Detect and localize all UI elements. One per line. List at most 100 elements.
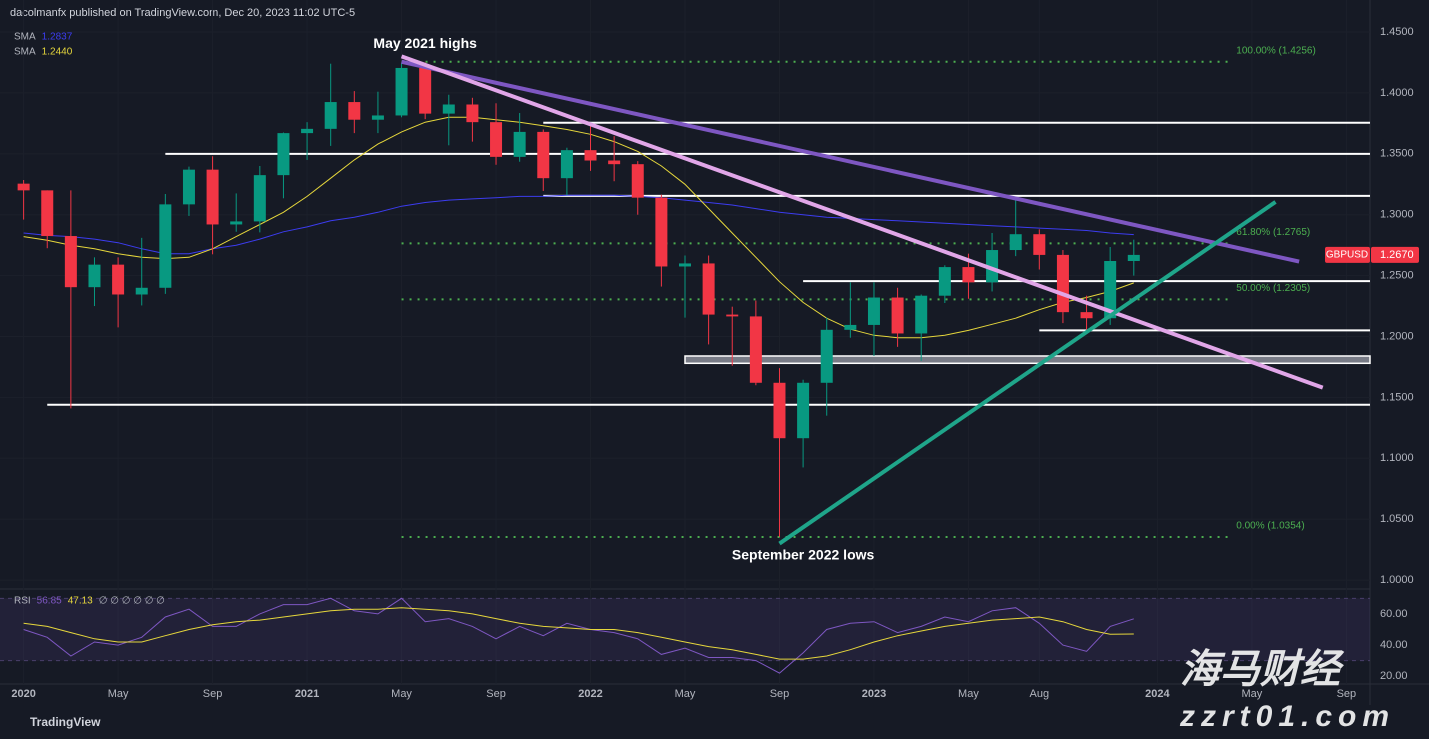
rsi-tick-label: 20.00 [1380,670,1408,682]
watermark-site: zzrt01.com [1179,700,1395,733]
x-tick-label: May [675,688,696,700]
candle-body [395,67,408,116]
candle-body [608,160,621,165]
candle-body [112,264,125,295]
candle-body [537,131,550,179]
candle-body [466,104,479,123]
x-tick-label: 2022 [578,688,602,700]
candle-body [1127,254,1140,261]
legend-value: 1.2837 [42,32,73,43]
legend-name: SMA [14,47,36,58]
rsi-band [0,598,1370,661]
legend-name: SMA [14,32,36,43]
y-tick-label: 1.0000 [1380,574,1414,586]
sma-line [23,194,1134,255]
candle-body [253,175,266,222]
x-tick-label: 2023 [862,688,886,700]
candle-body [1056,254,1069,313]
candle-body [490,122,503,157]
candle-body [182,169,195,205]
candle-body [584,150,597,161]
candle-body [513,131,526,157]
trendline [400,54,1324,390]
legend-value: 1.2440 [42,47,73,58]
candle-body [301,128,314,134]
candle-body [1104,260,1117,319]
candle-body [159,204,172,288]
candle-body [655,197,668,267]
candle-body [88,264,101,288]
rsi-tick-label: 60.00 [1380,608,1408,620]
candle-body [371,115,384,120]
candle-body [277,133,290,176]
candle-body [419,67,432,114]
header: dacolmanfx published on TradingView.com,… [10,7,355,19]
x-tick-label: May [108,688,129,700]
candle-body [64,236,77,288]
candle-body [17,183,30,191]
x-tick-label: Aug [1030,688,1050,700]
candle-body [631,164,644,198]
candle-body [844,324,857,330]
candle-body [915,295,928,334]
x-tick-label: May [958,688,979,700]
candle-body [324,102,337,129]
footer: TradingView [30,715,101,729]
rsi-legend-name: RSI [14,596,31,607]
annotation: September 2022 lows [732,546,875,562]
candle-body [560,150,573,179]
price-label: 1.2670 [1380,249,1414,261]
y-tick-label: 1.4000 [1380,87,1414,99]
plot: 1.4500 1.4000 1.3500 1.3000 1.2500 1.2000 1.15… [0,25,1419,700]
candle-body [749,316,762,383]
y-tick-label: 1.1000 [1380,452,1414,464]
rsi-tick-label: 40.00 [1380,639,1408,651]
x-tick-label: 2020 [11,688,35,700]
fib-label: 0.00% (1.0354) [1236,521,1304,532]
candle-body [1009,234,1022,251]
price-badge [1371,246,1419,263]
x-tick-label: Sep [1337,688,1357,700]
y-tick-label: 1.3000 [1380,209,1414,221]
fib-label: 50.00% (1.2305) [1236,283,1310,294]
candle-body [1080,312,1093,319]
candle-body [938,267,951,296]
candle-body [773,382,786,439]
candle-body [442,104,455,114]
rsi-line [23,597,1134,674]
rsi-ma-legend-value: 47.13 [68,596,93,607]
candle-body [1033,234,1046,255]
candle-body [230,221,243,225]
candle-body [206,169,219,225]
x-tick-label: May [1242,688,1263,700]
candle-body [726,314,739,317]
y-tick-label: 1.3500 [1380,148,1414,160]
candle-body [820,329,833,383]
rsi-ma-line [23,607,1134,660]
y-tick-label: 1.4500 [1380,26,1414,38]
candle-body [41,190,54,237]
trendline [778,200,1277,546]
x-tick-label: May [391,688,412,700]
candle-body [348,102,361,120]
candle-body [797,382,810,439]
candle-body [679,263,691,267]
y-tick-label: 1.2000 [1380,330,1414,342]
annotation: May 2021 highs [373,35,477,51]
rsi-legend-value: 56.85 [37,596,62,607]
fib-label: 61.80% (1.2765) [1236,227,1310,238]
fib-label: 100.00% (1.4256) [1236,45,1316,56]
candle-body [891,297,904,334]
x-tick-label: Sep [203,688,223,700]
y-tick-label: 1.0500 [1380,513,1414,525]
candle-body [986,250,999,283]
trendline [401,59,1300,264]
x-tick-label: Sep [770,688,790,700]
y-tick-label: 1.1500 [1380,391,1414,403]
y-tick-label: 1.2500 [1380,270,1414,282]
candle-body [702,263,715,315]
symbol-badge [1325,246,1370,263]
x-tick-label: 2021 [295,688,319,700]
rsi-legend-extra: ∅ ∅ ∅ ∅ ∅ ∅ [99,596,165,607]
